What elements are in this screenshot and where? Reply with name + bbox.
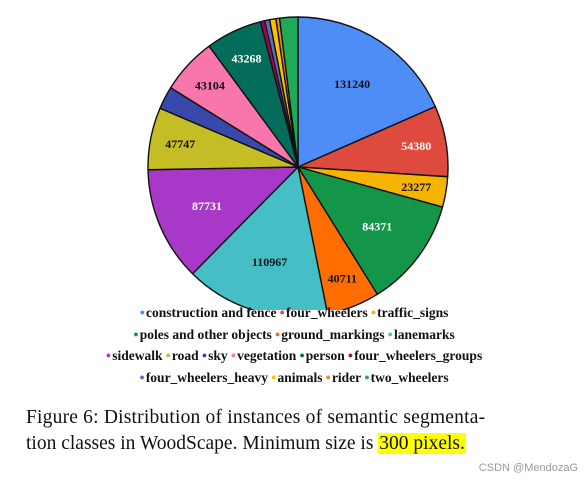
legend-dot-icon: ● [165, 350, 171, 360]
legend-label: lanemarks [393, 326, 455, 342]
legend-entry: ●two_wheelers [364, 370, 448, 385]
legend-dot-icon: ● [299, 350, 305, 360]
pie-slice-lanemarks [191, 166, 328, 310]
legend-entry: ●four_wheelers_heavy [139, 370, 268, 385]
legend-row: ●construction and fence ●four_wheelers ●tr… [0, 303, 588, 325]
slice-value-label: 40711 [328, 272, 357, 286]
legend-label: four_wheelers [285, 305, 368, 320]
slice-value-label: 84371 [362, 219, 392, 233]
legend-entry: ●traffic_signs [371, 305, 449, 320]
legend-entry: ●poles and other objects [133, 327, 272, 342]
slice-value-label: 87731 [192, 199, 222, 213]
legend-dot-icon: ● [105, 350, 112, 360]
slice-value-label: 54380 [401, 139, 431, 153]
legend-label: person [305, 348, 345, 363]
legend-entry: ●lanemarks [388, 327, 455, 342]
legend-row: ●four_wheelers_heavy ●animals ●rider ●two_w… [0, 368, 588, 390]
caption-line-1: Figure 6: Distribution of instances of s… [26, 407, 486, 428]
legend-label: sidewalk [112, 348, 163, 363]
caption-highlight: 300 pixels. [378, 433, 466, 454]
legend-entry: ●vegetation [231, 348, 297, 363]
pie-slice-sidewalk [147, 166, 299, 275]
legend-entry: ●road [165, 348, 198, 363]
legend-dot-icon: ● [274, 328, 281, 339]
legend-label: four_wheelers_heavy [145, 369, 269, 385]
legend-label: poles and other objects [139, 326, 272, 342]
legend-row: ●poles and other objects ●ground_markings… [0, 325, 588, 347]
pie-slice-ground-markings [297, 166, 379, 310]
legend-dot-icon: ● [387, 328, 393, 339]
watermark: CSDN @MendozaG [478, 462, 578, 474]
legend-entry: ●rider [326, 370, 362, 385]
legend-dot-icon: ● [139, 371, 145, 382]
slice-value-label: 110967 [252, 255, 287, 269]
slice-value-label: 23277 [401, 180, 431, 194]
legend-dot-icon: ● [230, 350, 237, 360]
legend: ●construction and fence ●four_wheelers ●tr… [0, 303, 588, 389]
legend-entry: ●sidewalk [106, 348, 163, 363]
slice-value-label: 43104 [195, 79, 225, 93]
legend-dot-icon: ● [364, 371, 370, 382]
legend-label: sky [208, 348, 228, 363]
legend-entry: ●four_wheelers [280, 305, 368, 320]
pie-slice-poles-and-other-objects [297, 166, 444, 296]
legend-label: road [171, 348, 199, 363]
legend-entry: ●construction and fence [140, 305, 277, 320]
legend-entry: ●animals [271, 370, 322, 385]
slice-value-label: 43268 [232, 52, 262, 66]
legend-label: ground_markings [281, 326, 385, 342]
caption-line-2: tion classes in WoodScape. Minimum size … [26, 431, 576, 457]
caption-line-2-text: tion classes in WoodScape. Minimum size … [26, 433, 379, 454]
slice-value-label: 131240 [334, 77, 370, 91]
legend-dot-icon: ● [325, 371, 331, 382]
legend-entry: ●four_wheelers_groups [348, 348, 482, 363]
legend-label: four_wheelers_groups [354, 348, 483, 363]
legend-label: construction and fence [146, 305, 277, 320]
legend-dot-icon: ● [139, 307, 146, 317]
pie-slice-construction-and-fence [297, 16, 437, 168]
legend-label: two_wheelers [370, 369, 449, 385]
figure-caption: Figure 6: Distribution of instances of s… [26, 405, 576, 457]
legend-dot-icon: ● [133, 328, 139, 339]
legend-label: animals [277, 369, 323, 385]
legend-dot-icon: ● [279, 307, 285, 317]
legend-entry: ●ground_markings [275, 327, 385, 342]
legend-dot-icon: ● [370, 307, 377, 317]
legend-dot-icon: ● [201, 350, 208, 360]
legend-label: rider [331, 369, 362, 385]
legend-label: vegetation [237, 348, 297, 363]
pie-slice-two-wheelers [278, 16, 299, 168]
slice-value-label: 47747 [165, 137, 195, 151]
legend-label: traffic_signs [377, 305, 449, 320]
legend-entry: ●sky [202, 348, 228, 363]
legend-row: ●sidewalk ●road ●sky ●vegetation ●person ●fou… [0, 346, 588, 368]
legend-dot-icon: ● [271, 371, 277, 382]
legend-dot-icon: ● [347, 350, 354, 360]
legend-entry: ●person [299, 348, 344, 363]
pie-chart: 131240 54380 23277 84371 40711 110967 87731 477… [147, 16, 449, 310]
